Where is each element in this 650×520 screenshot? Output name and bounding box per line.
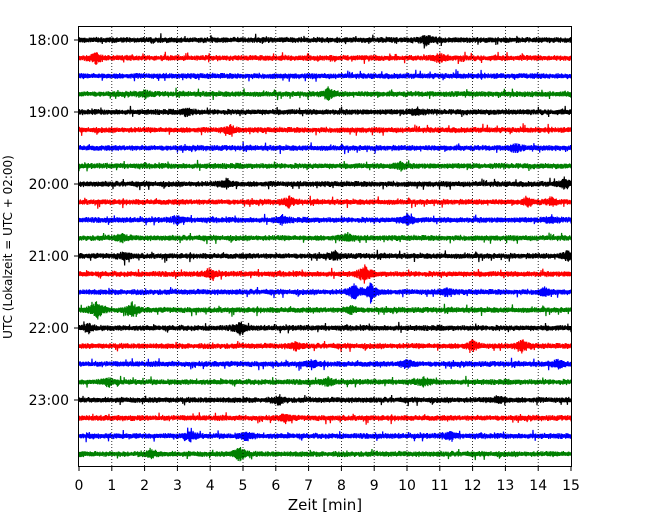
x-axis-title: Zeit [min] bbox=[288, 496, 362, 514]
y-axis-title: UTC (Lokalzeit = UTC + 02:00) bbox=[1, 155, 15, 339]
x-tick-label: 8 bbox=[337, 478, 346, 494]
x-tick-label: 11 bbox=[431, 478, 449, 494]
y-tick-label: 18:00 bbox=[29, 33, 69, 49]
seismic-trace bbox=[78, 446, 572, 462]
seismic-trace bbox=[78, 321, 572, 336]
seismic-trace bbox=[78, 375, 572, 388]
traces-layer bbox=[78, 33, 572, 462]
seismic-trace bbox=[78, 264, 572, 284]
x-tick-label: 15 bbox=[562, 478, 580, 494]
seismic-trace bbox=[78, 249, 572, 266]
x-tick-label: 9 bbox=[370, 478, 379, 494]
seismic-trace bbox=[78, 427, 572, 443]
seismic-trace bbox=[78, 51, 572, 66]
y-axis: 18:00 19:00 20:00 21:00 22:00 23:00 bbox=[29, 33, 79, 409]
x-tick-label: 7 bbox=[304, 478, 313, 494]
seismic-trace bbox=[78, 232, 572, 245]
seismic-trace bbox=[78, 301, 572, 320]
x-axis: 0 1 2 3 4 5 6 7 8 9 10 11 12 13 14 15 bbox=[75, 466, 580, 494]
seismic-trace bbox=[78, 412, 572, 425]
seismic-trace bbox=[78, 176, 572, 191]
seismic-trace bbox=[78, 123, 572, 137]
seismic-trace bbox=[78, 141, 572, 155]
seismic-trace bbox=[78, 69, 572, 82]
seismic-trace bbox=[78, 357, 572, 371]
x-tick-label: 1 bbox=[107, 478, 116, 494]
x-tick-label: 6 bbox=[271, 478, 280, 494]
y-tick-label: 22:00 bbox=[29, 321, 69, 337]
seismic-trace bbox=[78, 195, 572, 209]
seismic-trace bbox=[78, 394, 572, 407]
seismic-trace bbox=[78, 105, 572, 118]
x-tick-label: 3 bbox=[173, 478, 182, 494]
x-tick-label: 12 bbox=[464, 478, 482, 494]
y-tick-label: 19:00 bbox=[29, 105, 69, 121]
x-tick-label: 10 bbox=[398, 478, 416, 494]
seismic-trace bbox=[78, 33, 572, 49]
x-tick-label: 13 bbox=[496, 478, 514, 494]
grid-layer bbox=[111, 27, 539, 466]
x-tick-label: 14 bbox=[529, 478, 547, 494]
seismic-trace bbox=[78, 212, 572, 226]
seismic-trace bbox=[78, 282, 572, 304]
x-tick-label: 0 bbox=[75, 478, 84, 494]
x-tick-label: 5 bbox=[239, 478, 248, 494]
plot-frame bbox=[78, 26, 572, 467]
x-tick-label: 4 bbox=[206, 478, 215, 494]
y-tick-label: 20:00 bbox=[29, 177, 69, 193]
y-tick-label: 23:00 bbox=[29, 393, 69, 409]
x-tick-label: 2 bbox=[140, 478, 149, 494]
y-tick-label: 21:00 bbox=[29, 249, 69, 265]
seismic-trace bbox=[78, 86, 572, 101]
seismic-trace bbox=[78, 339, 572, 354]
seismic-trace bbox=[78, 159, 572, 172]
